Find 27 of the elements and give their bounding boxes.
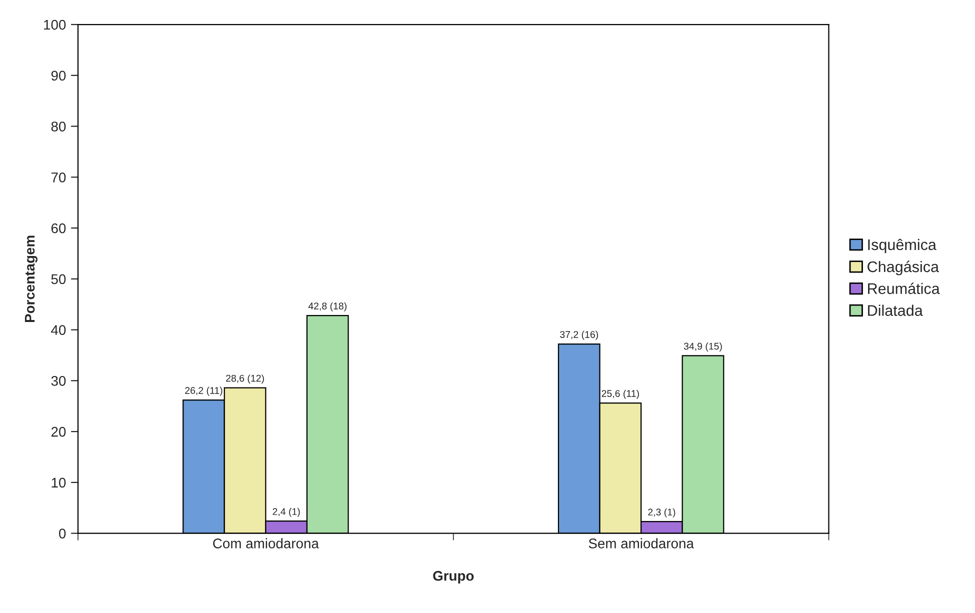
data-label: 37,2 (16) [560,330,598,340]
y-tick-label: 80 [51,122,66,132]
legend-label: Reumática [868,282,940,294]
y-tick-label: 50 [51,274,66,284]
x-axis-title: Grupo [433,570,474,584]
y-tick-label: 30 [51,376,66,386]
data-label: 34,9 (15) [684,342,722,352]
x-tick-label: Sem amiodarona [588,538,694,548]
data-label: 25,6 (11) [602,390,639,399]
y-tick-label: 100 [44,20,66,30]
data-label: 28,6 (12) [226,374,264,384]
x-tick-label: Com amiodarona [213,538,319,548]
data-label: 26,2 (11) [185,386,222,396]
y-tick-label: 10 [52,478,66,488]
legend-label: Dilatada [868,304,923,316]
data-label: 2,4 (1) [272,508,300,517]
y-tick-label: 70 [51,172,66,182]
y-tick-label: 20 [51,426,66,437]
y-tick-label: 60 [51,223,66,234]
legend-label: Chagásica [868,260,939,276]
data-label: 2,3 (1) [648,508,676,518]
data-label: 42,8 (18) [308,302,346,312]
y-axis-title: Porcentagem [24,236,38,322]
legend-label: Isquêmica [868,238,936,254]
y-tick-label: 40 [51,325,66,335]
y-tick-label: 90 [51,70,66,81]
y-tick-label: 0 [59,528,66,538]
